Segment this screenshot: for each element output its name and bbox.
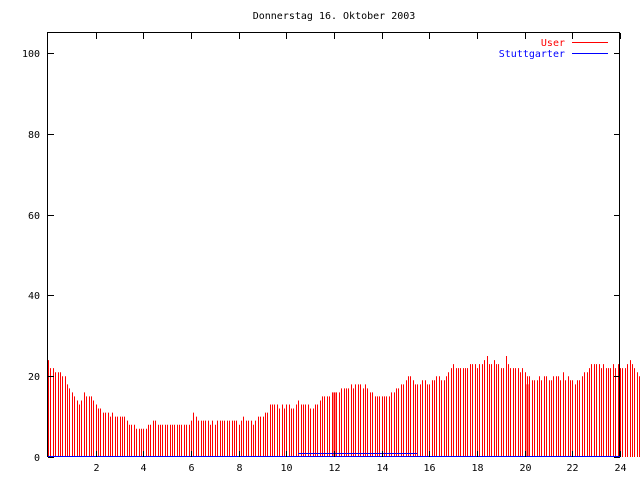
x-tick-label: 8: [236, 463, 242, 474]
legend-label-stuttgarter: Stuttgarter: [499, 49, 565, 60]
x-tick-label: 20: [519, 463, 531, 474]
x-tick-label: 16: [423, 463, 435, 474]
x-tick-label: 22: [566, 463, 578, 474]
x-tick-label: 4: [140, 463, 146, 474]
x-tick-label: 14: [376, 463, 388, 474]
y-tick-label: 40: [28, 291, 40, 302]
y-tick-label: 0: [34, 453, 40, 464]
y-tick-label: 80: [28, 130, 40, 141]
x-axis: 2 4 6 8 10 12 14 16 18 20 22 24: [93, 33, 627, 474]
y-tick-label: 60: [28, 211, 40, 222]
chart-title: Donnerstag 16. Oktober 2003: [253, 11, 416, 22]
x-tick-label: 6: [188, 463, 194, 474]
user-bars: [48, 356, 640, 457]
legend-label-user: User: [541, 38, 565, 49]
y-axis: 0 20 40 60 80 100: [22, 49, 620, 464]
x-tick-label: 18: [471, 463, 483, 474]
x-tick-label: 2: [93, 463, 99, 474]
x-tick-label: 12: [328, 463, 340, 474]
legend: User Stuttgarter: [499, 38, 608, 60]
x-tick-label: 10: [280, 463, 292, 474]
y-tick-label: 20: [28, 372, 40, 383]
x-tick-label: 24: [614, 463, 626, 474]
y-tick-label: 100: [22, 49, 40, 60]
